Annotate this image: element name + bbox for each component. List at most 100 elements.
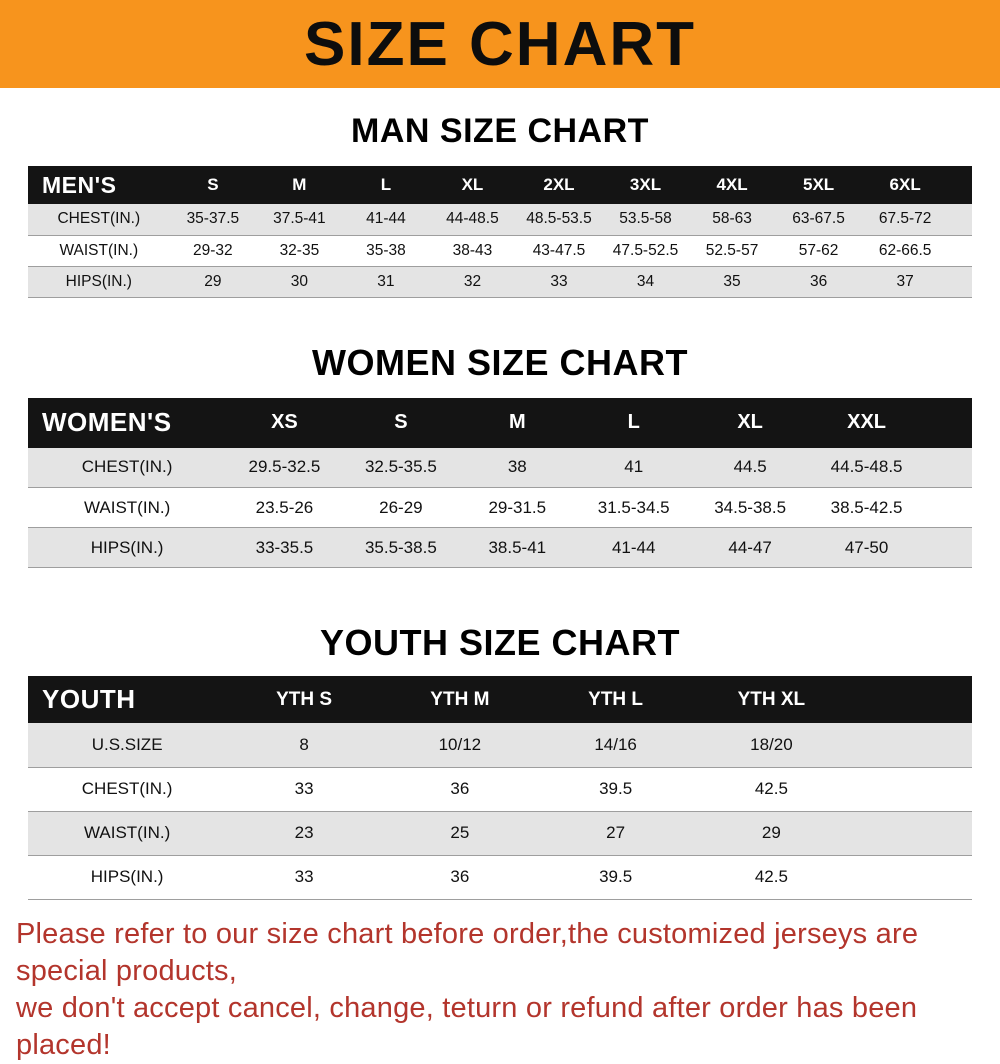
size-value-cell: 31 — [377, 272, 395, 290]
header-filler-cell — [924, 397, 972, 448]
column-header: YTH M — [381, 676, 538, 723]
size-value-cell: 62-66.5 — [878, 241, 932, 259]
page-title: SIZE CHART — [304, 9, 696, 79]
size-value-cell: 41-44 — [611, 537, 656, 557]
size-value-cell: 39.5 — [599, 779, 633, 798]
row-label: WAIST(IN.) — [59, 241, 139, 259]
table-row: HIPS(IN.) 33 36 39.5 42.5 — [28, 855, 972, 899]
size-value-cell: 52.5-57 — [705, 241, 759, 259]
men-table-header-row: MEN'S S M L XL 2XL 3XL 4XL 5XL 6XL — [28, 166, 972, 204]
column-header: 6XL — [861, 166, 949, 204]
size-value-cell: 35 — [723, 272, 741, 290]
size-value-cell: 30 — [290, 272, 309, 290]
column-header: 4XL — [688, 166, 776, 204]
row-filler-cell — [948, 266, 972, 297]
row-filler-cell — [948, 204, 972, 235]
women-chart-heading: WOMEN SIZE CHART — [312, 341, 688, 383]
column-header: XL — [691, 397, 809, 448]
size-value-cell: 33-35.5 — [255, 537, 314, 557]
row-filler-cell — [849, 723, 972, 767]
size-value-cell: 10/12 — [438, 734, 482, 754]
banner: SIZE CHART — [0, 0, 1000, 88]
table-row: WAIST(IN.) 23 25 27 29 — [28, 811, 972, 855]
row-label: HIPS(IN.) — [65, 272, 132, 290]
size-value-cell: 38-43 — [452, 241, 493, 259]
row-filler-cell — [849, 811, 972, 855]
size-value-cell: 29.5-32.5 — [248, 457, 321, 477]
row-label: U.S.SIZE — [91, 734, 163, 754]
size-value-cell: 44-48.5 — [446, 210, 499, 228]
column-header: L — [575, 397, 692, 448]
table-row: CHEST(IN.) 35-37.5 37.5-41 41-44 44-48.5 48.5… — [28, 204, 972, 235]
row-label: CHEST(IN.) — [57, 210, 141, 228]
size-value-cell: 34 — [636, 272, 655, 290]
row-label: HIPS(IN.) — [90, 867, 164, 886]
row-filler-cell — [925, 528, 972, 568]
column-header: XXL — [808, 397, 925, 448]
size-value-cell: 23.5-26 — [255, 497, 314, 517]
column-header: S — [169, 166, 257, 204]
size-value-cell: 34.5-38.5 — [714, 497, 787, 517]
column-header: S — [342, 397, 460, 448]
note-line-2: we don't accept cancel, change, teturn o… — [16, 991, 918, 1061]
size-value-cell: 39.5 — [599, 867, 633, 886]
column-header: 2XL — [515, 166, 603, 204]
men-size-table: MEN'S S M L XL 2XL 3XL 4XL 5XL 6XL CHEST(IN.) 35-37… — [28, 166, 972, 298]
size-value-cell: 44.5-48.5 — [830, 457, 903, 477]
size-value-cell: 42.5 — [754, 779, 788, 798]
size-value-cell: 53.5-58 — [619, 210, 672, 228]
row-label: HIPS(IN.) — [90, 537, 164, 557]
table-row: WAIST(IN.) 23.5-26 26-29 29-31.5 31.5-34.5 34… — [28, 488, 972, 528]
size-value-cell: 29-31.5 — [488, 497, 547, 517]
charts-container: MAN SIZE CHART MEN'S S M L XL 2XL 3XL 4XL 5XL 6XL C… — [0, 112, 1000, 900]
size-value-cell: 32-35 — [279, 241, 320, 259]
size-value-cell: 36 — [450, 779, 470, 798]
row-label: WAIST(IN.) — [83, 823, 171, 842]
table-row: CHEST(IN.) 29.5-32.5 32.5-35.5 38 41 44.5 44.5… — [28, 447, 972, 488]
column-header: YTH XL — [693, 676, 850, 723]
size-value-cell: 35.5-38.5 — [364, 537, 437, 557]
size-value-cell: 63-67.5 — [792, 210, 845, 228]
youth-size-table: YOUTH YTH S YTH M YTH L YTH XL U.S.SIZE 8 10/12… — [28, 676, 972, 900]
size-value-cell: 27 — [606, 823, 626, 842]
youth-table-header-row: YOUTH YTH S YTH M YTH L YTH XL — [28, 676, 972, 723]
size-value-cell: 33 — [294, 867, 314, 886]
column-header: YTH L — [537, 676, 694, 723]
size-value-cell: 33 — [294, 779, 314, 798]
size-value-cell: 35-38 — [366, 241, 406, 259]
size-value-cell: 44-47 — [728, 537, 772, 557]
column-header: XS — [226, 397, 343, 448]
header-filler-cell — [849, 676, 972, 723]
men-chart-heading: MAN SIZE CHART — [351, 112, 649, 150]
footer-note: Please refer to our size chart before or… — [0, 916, 1000, 1064]
size-value-cell: 25 — [450, 823, 470, 842]
table-row: CHEST(IN.) 33 36 39.5 42.5 — [28, 767, 972, 811]
size-value-cell: 29-32 — [193, 241, 233, 259]
table-row: U.S.SIZE 8 10/12 14/16 18/20 — [28, 723, 972, 767]
size-value-cell: 41 — [624, 457, 644, 477]
row-filler-cell — [925, 488, 972, 528]
size-value-cell: 32.5-35.5 — [364, 457, 437, 477]
size-value-cell: 31.5-34.5 — [597, 497, 670, 517]
size-value-cell: 18/20 — [750, 734, 793, 754]
size-value-cell: 29 — [761, 823, 781, 842]
size-value-cell: 57-62 — [798, 241, 839, 259]
column-header: 3XL — [602, 166, 689, 204]
size-value-cell: 48.5-53.5 — [526, 210, 592, 228]
size-value-cell: 38.5-42.5 — [830, 497, 903, 517]
size-value-cell: 41-44 — [366, 210, 406, 228]
youth-size-chart-section: YOUTH SIZE CHART YOUTH YTH S YTH M YTH L YTH … — [0, 622, 1000, 900]
size-value-cell: 47.5-52.5 — [612, 241, 679, 259]
size-value-cell: 58-63 — [712, 210, 752, 228]
size-value-cell: 36 — [450, 867, 470, 886]
men-table-title-cell: MEN'S — [28, 166, 170, 204]
size-value-cell: 33 — [550, 272, 568, 290]
note-line-1: Please refer to our size chart before or… — [16, 917, 919, 987]
size-value-cell: 37.5-41 — [273, 210, 326, 228]
table-row: HIPS(IN.) 29 30 31 32 33 34 35 36 37 — [28, 266, 972, 297]
table-row: HIPS(IN.) 33-35.5 35.5-38.5 38.5-41 41-44 44-… — [28, 527, 972, 568]
size-value-cell: 23 — [294, 823, 314, 842]
size-value-cell: 67.5-72 — [878, 210, 932, 228]
women-size-chart-section: WOMEN SIZE CHART WOMEN'S XS S M L XL XXL CHEST(I… — [0, 342, 1000, 569]
